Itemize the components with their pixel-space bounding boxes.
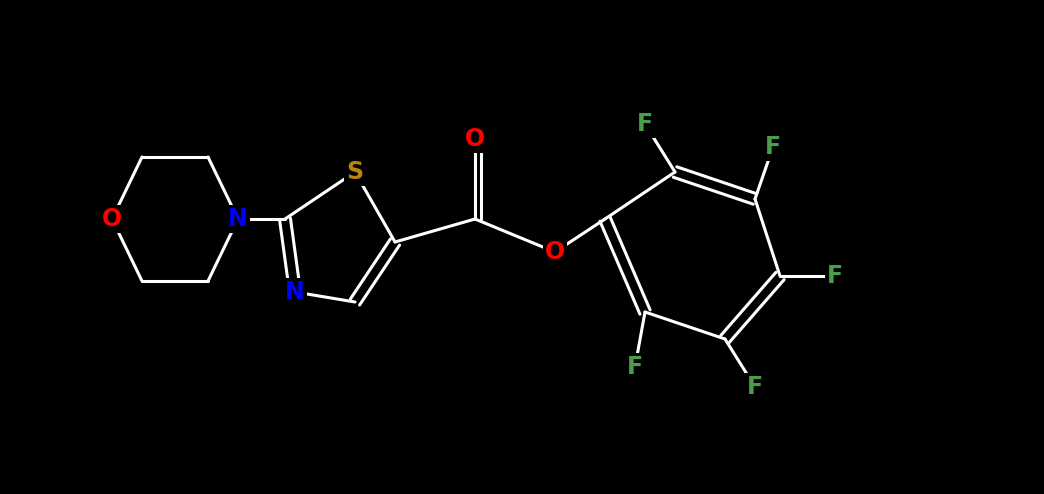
Text: F: F	[627, 355, 643, 379]
Text: N: N	[229, 207, 247, 231]
Text: F: F	[746, 375, 763, 399]
Text: F: F	[827, 264, 844, 288]
Text: F: F	[637, 112, 654, 136]
Text: S: S	[347, 160, 363, 184]
Text: O: O	[102, 207, 122, 231]
Text: N: N	[285, 280, 305, 304]
Text: O: O	[465, 127, 485, 151]
Text: O: O	[545, 240, 565, 264]
Text: F: F	[765, 135, 781, 159]
